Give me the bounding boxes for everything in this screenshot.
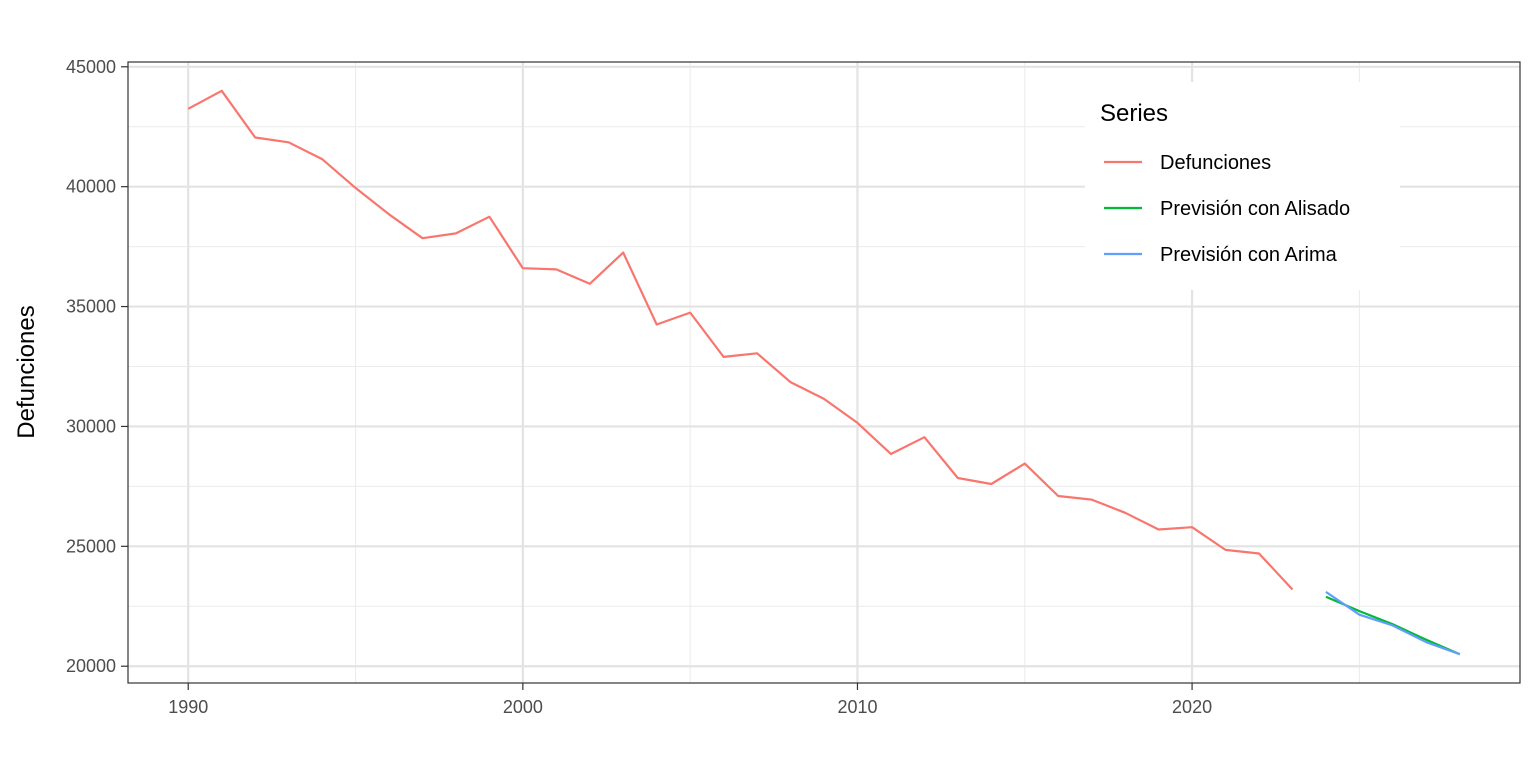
legend-label-3: Previsión con Arima (1160, 244, 1338, 266)
legend-label-2: Previsión con Alisado (1160, 198, 1350, 220)
x-tick-label: 2020 (1172, 697, 1212, 717)
y-tick-label: 40000 (66, 177, 116, 197)
y-tick-label: 35000 (66, 297, 116, 317)
y-tick-label: 45000 (66, 57, 116, 77)
legend-items: Defunciones Previsión con Alisado Previsió… (1104, 152, 1350, 266)
series-layer (187, 89, 1461, 656)
x-tick-label: 1990 (168, 697, 208, 717)
x-tick-label: 2000 (503, 697, 543, 717)
legend-label-1: Defunciones (1160, 152, 1271, 174)
y-axis: 20000 25000 30000 35000 40000 45000 (66, 57, 128, 676)
legend-background (1085, 82, 1400, 290)
series-line-3 (1325, 590, 1461, 656)
x-axis: 1990 2000 2010 2020 (168, 683, 1212, 717)
grid-major (128, 62, 1520, 683)
y-tick-label: 20000 (66, 656, 116, 676)
series-line-1 (187, 89, 1294, 591)
y-tick-label: 30000 (66, 416, 116, 436)
x-tick-label: 2010 (837, 697, 877, 717)
legend-title: Series (1100, 100, 1168, 127)
legend: Series Defunciones Previsión con Alisado P… (1085, 82, 1400, 290)
panel-border (127, 61, 1521, 684)
y-axis-title: Defunciones (13, 305, 40, 438)
y-tick-label: 25000 (66, 536, 116, 556)
